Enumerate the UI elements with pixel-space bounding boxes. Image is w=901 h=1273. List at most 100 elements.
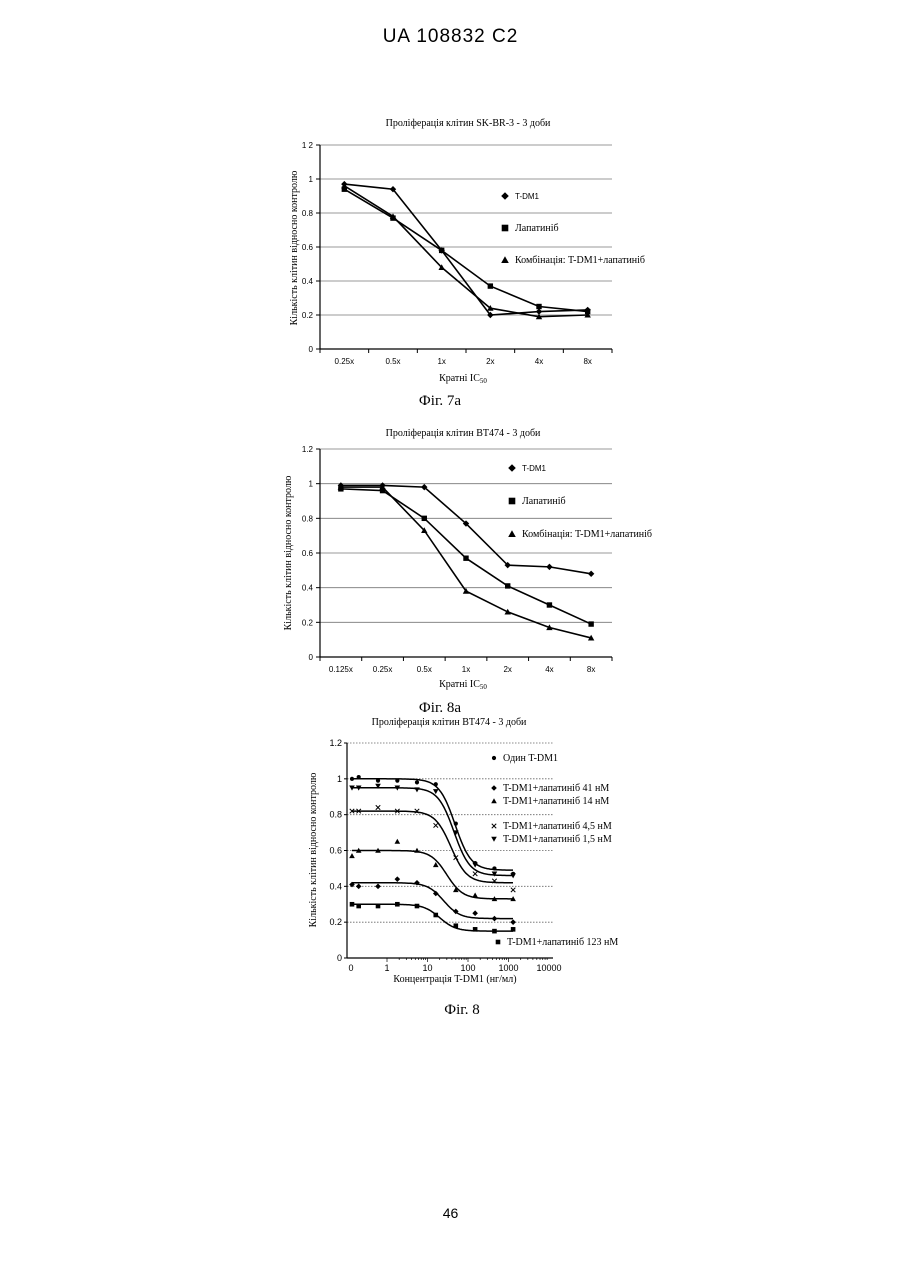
y-tick-label: 0 bbox=[309, 345, 314, 354]
data-point bbox=[338, 486, 343, 491]
series-line bbox=[344, 186, 587, 317]
x-tick-label: 100 bbox=[460, 963, 475, 973]
page-number: 46 bbox=[0, 1205, 901, 1221]
data-point bbox=[584, 307, 590, 313]
data-point bbox=[510, 896, 516, 901]
fit-curve bbox=[352, 788, 513, 876]
x-tick-label: 0.25x bbox=[335, 357, 355, 366]
data-point bbox=[491, 785, 497, 791]
data-point bbox=[501, 192, 509, 200]
data-point bbox=[505, 562, 511, 568]
x-axis-label: Концентрація T-DM1 (нг/мл) bbox=[393, 974, 516, 985]
data-point bbox=[390, 215, 395, 220]
data-point bbox=[472, 910, 478, 916]
y-tick-label: 0 bbox=[309, 653, 314, 662]
data-point bbox=[491, 798, 497, 803]
data-point bbox=[350, 777, 354, 781]
y-tick-label: 1 bbox=[337, 774, 342, 784]
data-point bbox=[433, 913, 438, 918]
y-tick-label: 0.8 bbox=[329, 810, 342, 820]
data-point bbox=[356, 786, 362, 791]
data-point bbox=[395, 779, 399, 783]
figure-caption: Фіг. 7а bbox=[419, 393, 461, 409]
data-point bbox=[395, 809, 399, 813]
data-point bbox=[439, 248, 444, 253]
data-point bbox=[349, 786, 355, 791]
legend-label: T-DM1+лапатиніб 14 нМ bbox=[503, 796, 609, 807]
data-point bbox=[508, 464, 516, 472]
data-point bbox=[492, 824, 496, 828]
data-point bbox=[454, 855, 458, 859]
data-point bbox=[356, 884, 362, 890]
y-tick-label: 0.2 bbox=[302, 311, 314, 320]
data-point bbox=[390, 213, 396, 219]
data-point bbox=[509, 498, 516, 505]
y-tick-label: 0.6 bbox=[302, 243, 314, 252]
data-point bbox=[510, 919, 516, 925]
chart-fig-8: Проліферація клітин BT474 - 3 доби Кільк… bbox=[0, 0, 901, 1273]
data-point bbox=[395, 839, 401, 844]
x-tick-label: 1 bbox=[384, 963, 389, 973]
chart-title: Проліферація клітин SK-BR-3 - 3 доби bbox=[386, 118, 551, 129]
data-point bbox=[463, 588, 469, 594]
data-point bbox=[349, 853, 355, 858]
data-point bbox=[496, 940, 501, 945]
x-tick-label: 0.25x bbox=[373, 665, 393, 674]
data-point bbox=[415, 780, 419, 784]
data-point bbox=[453, 909, 459, 915]
data-point bbox=[488, 283, 493, 288]
x-tick-label: 1x bbox=[462, 665, 470, 674]
data-point bbox=[375, 884, 381, 890]
data-point bbox=[492, 872, 498, 877]
data-point bbox=[473, 861, 477, 865]
data-point bbox=[487, 312, 493, 318]
x-tick-label: 4x bbox=[535, 357, 543, 366]
data-point bbox=[546, 564, 552, 570]
data-point bbox=[492, 916, 498, 922]
y-axis-label: Кількість клітин відносно контролю bbox=[283, 475, 294, 630]
series-line bbox=[341, 485, 591, 573]
data-point bbox=[492, 929, 497, 934]
legend-label: Лапатиніб bbox=[515, 223, 559, 234]
x-tick-label: 0 bbox=[348, 963, 353, 973]
data-point bbox=[434, 823, 438, 827]
data-point bbox=[472, 863, 478, 868]
y-tick-label: 1 2 bbox=[302, 141, 314, 150]
data-point bbox=[395, 902, 400, 907]
data-point bbox=[341, 183, 347, 189]
data-point bbox=[492, 879, 496, 883]
y-tick-label: 0.2 bbox=[302, 618, 314, 627]
y-tick-label: 1 bbox=[309, 175, 314, 184]
data-point bbox=[395, 786, 401, 791]
data-point bbox=[508, 530, 516, 537]
data-point bbox=[473, 927, 478, 932]
data-point bbox=[453, 830, 459, 835]
series-line bbox=[341, 489, 591, 624]
data-point bbox=[546, 624, 552, 630]
x-tick-label: 0.5x bbox=[417, 665, 432, 674]
data-point bbox=[380, 488, 385, 493]
figure-caption: Фіг. 8 bbox=[444, 1002, 479, 1018]
series-line bbox=[344, 184, 587, 315]
chart-title: Проліферація клітин BT474 - 3 доби bbox=[386, 428, 541, 439]
data-point bbox=[414, 787, 420, 792]
x-tick-label: 8x bbox=[587, 665, 595, 674]
y-tick-label: 1.2 bbox=[302, 445, 314, 454]
legend-label: T-DM1+лапатиніб 41 нМ bbox=[503, 783, 609, 794]
x-tick-label: 4x bbox=[545, 665, 553, 674]
legend-label: T-DM1+лапатиніб 4,5 нМ bbox=[503, 821, 612, 832]
x-tick-label: 1000 bbox=[498, 963, 518, 973]
fit-curve bbox=[352, 904, 513, 931]
data-point bbox=[433, 862, 439, 867]
data-point bbox=[390, 186, 396, 192]
data-point bbox=[487, 305, 493, 311]
data-point bbox=[421, 484, 427, 490]
data-point bbox=[342, 187, 347, 192]
data-point bbox=[511, 927, 516, 932]
data-point bbox=[473, 872, 477, 876]
legend-label: Лапатиніб bbox=[522, 496, 566, 507]
data-point bbox=[356, 904, 361, 909]
y-tick-label: 0.4 bbox=[302, 277, 314, 286]
y-tick-label: 1.2 bbox=[329, 738, 342, 748]
x-tick-label: 10000 bbox=[536, 963, 561, 973]
